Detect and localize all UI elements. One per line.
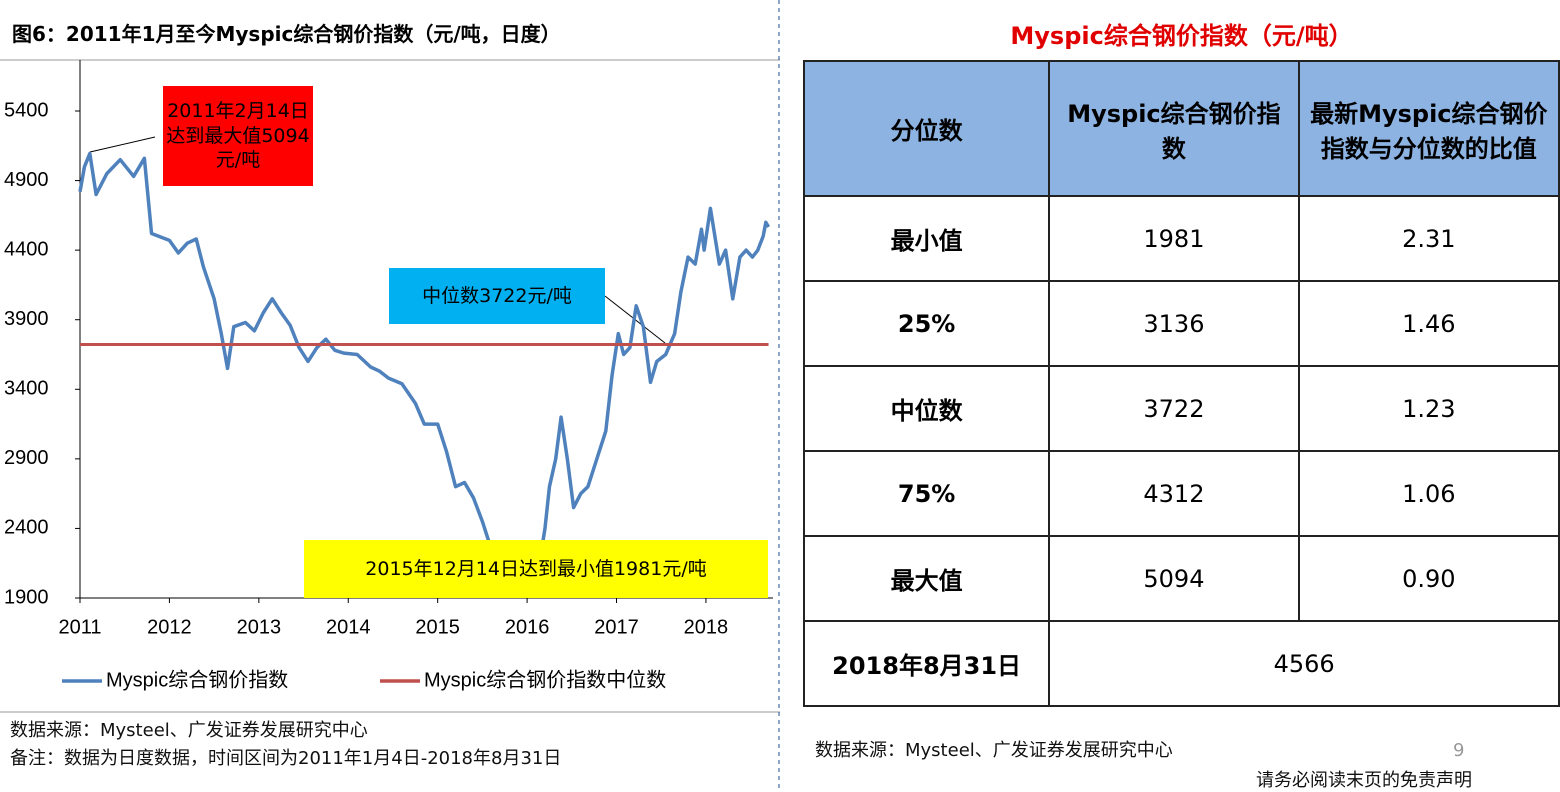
header-cell: 最新Myspic综合钢价指数与分位数的比值 bbox=[1297, 60, 1560, 197]
legend-label: Myspic综合钢价指数中位数 bbox=[424, 668, 666, 691]
x-tick-label: 2014 bbox=[326, 616, 371, 638]
cell: 3136 bbox=[1048, 280, 1300, 367]
y-tick-label: 1900 bbox=[4, 586, 49, 608]
x-tick-label: 2015 bbox=[415, 616, 460, 638]
cell: 1981 bbox=[1048, 195, 1300, 282]
y-tick-label: 4400 bbox=[4, 238, 49, 260]
table: 分位数 Myspic综合钢价指数 最新Myspic综合钢价指数与分位数的比值 最小值 1… bbox=[802, 60, 1560, 707]
y-tick-label: 2900 bbox=[4, 447, 49, 469]
cell: 75% bbox=[802, 450, 1051, 537]
cell: 2018年8月31日 bbox=[802, 620, 1051, 707]
row: 最小值 1981 2.31 bbox=[802, 195, 1560, 282]
table-title: Myspic综合钢价指数（元/吨） bbox=[1010, 22, 1353, 50]
page-number: 9 bbox=[1453, 740, 1465, 761]
cell: 3722 bbox=[1048, 365, 1300, 452]
cell: 最大值 bbox=[802, 535, 1051, 622]
cell: 2.31 bbox=[1297, 195, 1560, 282]
annotation: 2011年2月14日达到最大值5094元/吨 bbox=[163, 86, 313, 186]
cell: 1.46 bbox=[1297, 280, 1560, 367]
annotation: 2015年12月14日达到最小值1981元/吨 bbox=[304, 540, 768, 598]
source: 数据来源：Mysteel、广发证券发展研究中心 bbox=[815, 740, 1173, 761]
header-row: 分位数 Myspic综合钢价指数 最新Myspic综合钢价指数与分位数的比值 bbox=[802, 60, 1560, 197]
x-tick-label: 2011 bbox=[58, 616, 101, 638]
chart: 1900 2400 2900 3400 3900 4400 4900 5400 2011 2012… bbox=[0, 0, 780, 792]
cell: 1.06 bbox=[1297, 450, 1560, 537]
cell: 5094 bbox=[1048, 535, 1300, 622]
cell: 4566 bbox=[1048, 620, 1560, 707]
y-tick-label: 3400 bbox=[4, 378, 49, 400]
row: 最大值 5094 0.90 bbox=[802, 535, 1560, 622]
row: 中位数 3722 1.23 bbox=[802, 365, 1560, 452]
header-cell: Myspic综合钢价指数 bbox=[1048, 60, 1300, 197]
header-cell: 分位数 bbox=[802, 60, 1051, 197]
cell: 中位数 bbox=[802, 365, 1051, 452]
cell: 0.90 bbox=[1297, 535, 1560, 622]
legend-label: Myspic综合钢价指数 bbox=[106, 668, 288, 691]
cell: 1.23 bbox=[1297, 365, 1560, 452]
cell: 最小值 bbox=[802, 195, 1051, 282]
chart-title: 图6：2011年1月至今Myspic综合钢价指数（元/吨，日度） bbox=[12, 22, 561, 46]
x-tick-label: 2012 bbox=[147, 616, 192, 638]
disclaimer: 请务必阅读末页的免责声明 bbox=[1256, 770, 1472, 791]
x-tick-label: 2013 bbox=[237, 616, 282, 638]
y-tick-label: 4900 bbox=[4, 169, 49, 191]
cell: 4312 bbox=[1048, 450, 1300, 537]
cell: 25% bbox=[802, 280, 1051, 367]
y-tick-label: 5400 bbox=[4, 99, 49, 121]
annotation: 中位数3722元/吨 bbox=[389, 268, 605, 324]
y-tick-label: 2400 bbox=[4, 517, 49, 539]
row: 25% 3136 1.46 bbox=[802, 280, 1560, 367]
source: 数据来源：Mysteel、广发证券发展研究中心 bbox=[10, 720, 368, 741]
row: 2018年8月31日 4566 bbox=[802, 620, 1560, 707]
series-line bbox=[78, 151, 771, 589]
row: 75% 4312 1.06 bbox=[802, 450, 1560, 537]
leader-line bbox=[89, 136, 156, 153]
x-tick-label: 2017 bbox=[594, 616, 639, 638]
y-tick-label: 3900 bbox=[4, 308, 49, 330]
x-tick-label: 2016 bbox=[505, 616, 550, 638]
note: 备注：数据为日度数据，时间区间为2011年1月4日-2018年8月31日 bbox=[10, 748, 562, 769]
x-tick-label: 2018 bbox=[684, 616, 729, 638]
